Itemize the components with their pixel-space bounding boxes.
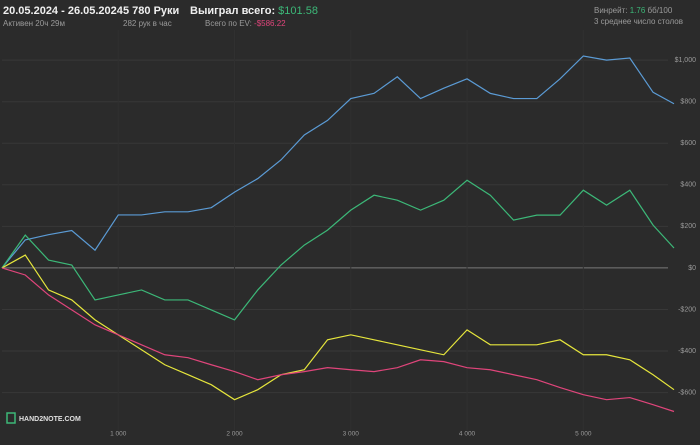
winrate-value: 1.76 (630, 6, 646, 15)
won-label: Выиграл всего: (190, 5, 275, 17)
winrate: Винрейт: 1.76 бб/100 (594, 6, 673, 15)
series-line (1, 267, 675, 413)
y-tick-label: -$600 (678, 389, 696, 396)
series-line (1, 254, 675, 401)
x-tick-label: 2 000 (226, 431, 243, 438)
y-tick-label: $400 (680, 182, 696, 189)
logo-icon (6, 412, 16, 424)
hands-per-hour: 282 рук в час (123, 19, 172, 28)
x-tick-label: 4 000 (459, 431, 476, 438)
y-tick-label: $1,000 (675, 57, 697, 64)
y-tick-label: -$400 (678, 348, 696, 355)
x-tick-label: 3 000 (343, 431, 360, 438)
logo-text: HAND2NOTE.COM (19, 416, 81, 423)
hands: 5 780 Руки (123, 5, 179, 17)
won-total: Выиграл всего: $101.58 (190, 5, 318, 17)
winrate-unit: бб/100 (648, 6, 673, 15)
tables: 3 среднее число столов (594, 17, 683, 26)
x-tick-label: 1 000 (110, 431, 127, 438)
ev-value: -$586.22 (254, 19, 286, 28)
y-tick-label: $200 (680, 223, 696, 230)
ev-total: Всего по EV: -$586.22 (205, 19, 286, 28)
y-tick-label: $800 (680, 99, 696, 106)
y-tick-label: -$200 (678, 306, 696, 313)
period: 20.05.2024 - 26.05.2024 (3, 5, 124, 17)
ev-label: Всего по EV: (205, 19, 252, 28)
x-tick-label: 5 000 (575, 431, 592, 438)
winrate-label: Винрейт: (594, 6, 627, 15)
series-line (1, 55, 675, 269)
series-line (1, 179, 675, 321)
y-tick-label: $600 (680, 140, 696, 147)
active-time: Активен 20ч 29м (3, 19, 65, 28)
logo: HAND2NOTE.COM (6, 412, 81, 424)
y-tick-label: $0 (688, 265, 696, 272)
won-value: $101.58 (278, 5, 318, 17)
